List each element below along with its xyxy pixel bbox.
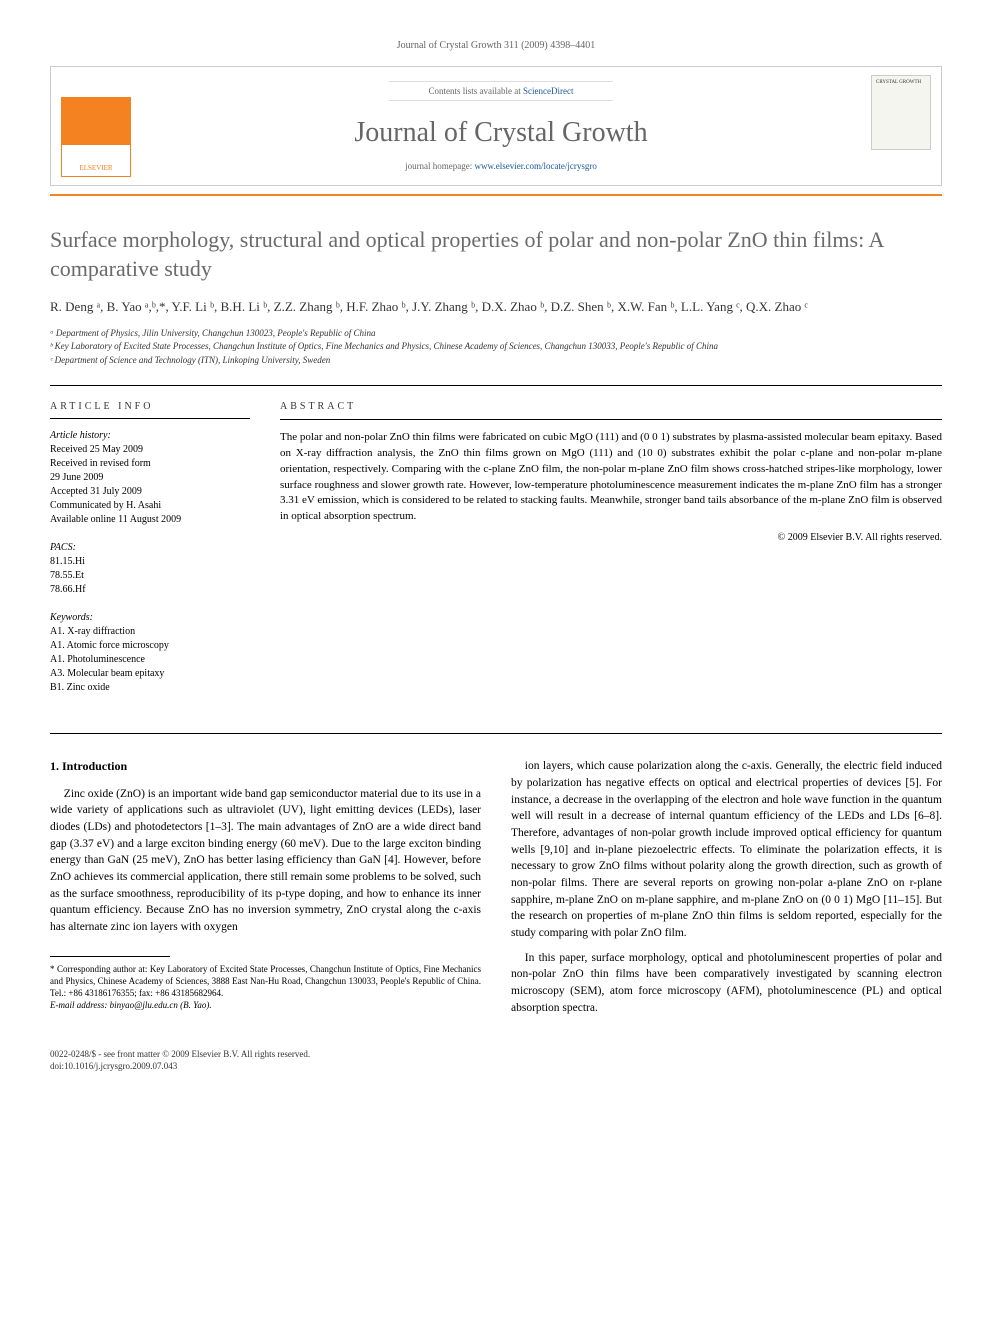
cover-thumb-container: CRYSTAL GROWTH <box>861 67 941 185</box>
article-history: Article history: Received 25 May 2009 Re… <box>50 429 250 527</box>
history-line-3: Accepted 31 July 2009 <box>50 485 250 499</box>
abstract-copyright: © 2009 Elsevier B.V. All rights reserved… <box>280 531 942 546</box>
footer-line-1: 0022-0248/$ - see front matter © 2009 El… <box>50 1048 942 1060</box>
history-line-2: 29 June 2009 <box>50 471 250 485</box>
running-head: Journal of Crystal Growth 311 (2009) 439… <box>50 40 942 51</box>
sciencedirect-link[interactable]: ScienceDirect <box>523 86 573 96</box>
abstract-rule <box>280 419 942 420</box>
intro-paragraph-left: Zinc oxide (ZnO) is an important wide ba… <box>50 786 481 936</box>
kw-3: A3. Molecular beam epitaxy <box>50 667 250 681</box>
page-footer: 0022-0248/$ - see front matter © 2009 El… <box>50 1048 942 1072</box>
affiliation-a: ᵃ Department of Physics, Jilin Universit… <box>50 327 942 341</box>
kw-4: B1. Zinc oxide <box>50 681 250 695</box>
article-title: Surface morphology, structural and optic… <box>50 226 942 283</box>
authors-line: R. Deng ᵃ, B. Yao ᵃ,ᵇ,*, Y.F. Li ᵇ, B.H.… <box>50 297 942 317</box>
history-line-1: Received in revised form <box>50 457 250 471</box>
affiliation-b: ᵇ Key Laboratory of Excited State Proces… <box>50 340 942 354</box>
orange-rule <box>50 194 942 196</box>
rule-above-body <box>50 733 942 734</box>
cover-thumbnail: CRYSTAL GROWTH <box>871 75 931 150</box>
homepage-prefix: journal homepage: <box>405 161 474 171</box>
abstract-text: The polar and non-polar ZnO thin films w… <box>280 430 942 526</box>
article-info-column: ARTICLE INFO Article history: Received 2… <box>50 400 250 709</box>
affiliation-c: ᶜ Department of Science and Technology (… <box>50 354 942 368</box>
pacs-0: 81.15.Hi <box>50 555 250 569</box>
corresponding-footnote: * Corresponding author at: Key Laborator… <box>50 963 481 999</box>
keywords-label: Keywords: <box>50 612 93 623</box>
footer-line-2: doi:10.1016/j.jcrysgro.2009.07.043 <box>50 1060 942 1072</box>
pacs-2: 78.66.Hf <box>50 583 250 597</box>
journal-homepage: journal homepage: www.elsevier.com/locat… <box>405 161 597 171</box>
meta-row: ARTICLE INFO Article history: Received 2… <box>50 400 942 709</box>
intro-paragraph-right-1: ion layers, which cause polarization alo… <box>511 758 942 941</box>
section-heading-intro: 1. Introduction <box>50 758 481 775</box>
intro-paragraph-right-2: In this paper, surface morphology, optic… <box>511 950 942 1017</box>
contents-prefix: Contents lists available at <box>429 86 523 96</box>
contents-list: Contents lists available at ScienceDirec… <box>389 81 614 101</box>
elsevier-logo-icon: ELSEVIER <box>61 97 131 177</box>
abstract-column: ABSTRACT The polar and non-polar ZnO thi… <box>280 400 942 709</box>
publisher-logo-container: ELSEVIER <box>51 67 141 185</box>
publisher-name: ELSEVIER <box>79 164 112 172</box>
history-label: Article history: <box>50 429 250 443</box>
history-line-5: Available online 11 August 2009 <box>50 513 250 527</box>
abstract-heading: ABSTRACT <box>280 400 942 415</box>
info-rule <box>50 418 250 419</box>
right-column: ion layers, which cause polarization alo… <box>511 758 942 1024</box>
journal-banner: ELSEVIER Contents lists available at Sci… <box>50 66 942 186</box>
keywords-block: Keywords: A1. X-ray diffraction A1. Atom… <box>50 611 250 695</box>
kw-0: A1. X-ray diffraction <box>50 625 250 639</box>
pacs-block: PACS: 81.15.Hi 78.55.Et 78.66.Hf <box>50 541 250 597</box>
footnote-rule <box>50 956 170 957</box>
left-column: 1. Introduction Zinc oxide (ZnO) is an i… <box>50 758 481 1024</box>
pacs-label: PACS: <box>50 542 76 553</box>
history-line-4: Communicated by H. Asahi <box>50 499 250 513</box>
kw-2: A1. Photoluminescence <box>50 653 250 667</box>
kw-1: A1. Atomic force microscopy <box>50 639 250 653</box>
journal-center: Contents lists available at ScienceDirec… <box>141 67 861 185</box>
history-line-0: Received 25 May 2009 <box>50 443 250 457</box>
pacs-1: 78.55.Et <box>50 569 250 583</box>
page: Journal of Crystal Growth 311 (2009) 439… <box>0 0 992 1113</box>
affiliations: ᵃ Department of Physics, Jilin Universit… <box>50 327 942 368</box>
journal-name: Journal of Crystal Growth <box>354 117 647 149</box>
body-columns: 1. Introduction Zinc oxide (ZnO) is an i… <box>50 758 942 1024</box>
email-line: E-mail address: binyao@jlu.edu.cn (B. Ya… <box>50 1000 212 1010</box>
article-info-heading: ARTICLE INFO <box>50 400 250 414</box>
rule-above-meta <box>50 385 942 386</box>
email-footnote: E-mail address: binyao@jlu.edu.cn (B. Ya… <box>50 999 481 1011</box>
homepage-link[interactable]: www.elsevier.com/locate/jcrysgro <box>475 161 597 171</box>
